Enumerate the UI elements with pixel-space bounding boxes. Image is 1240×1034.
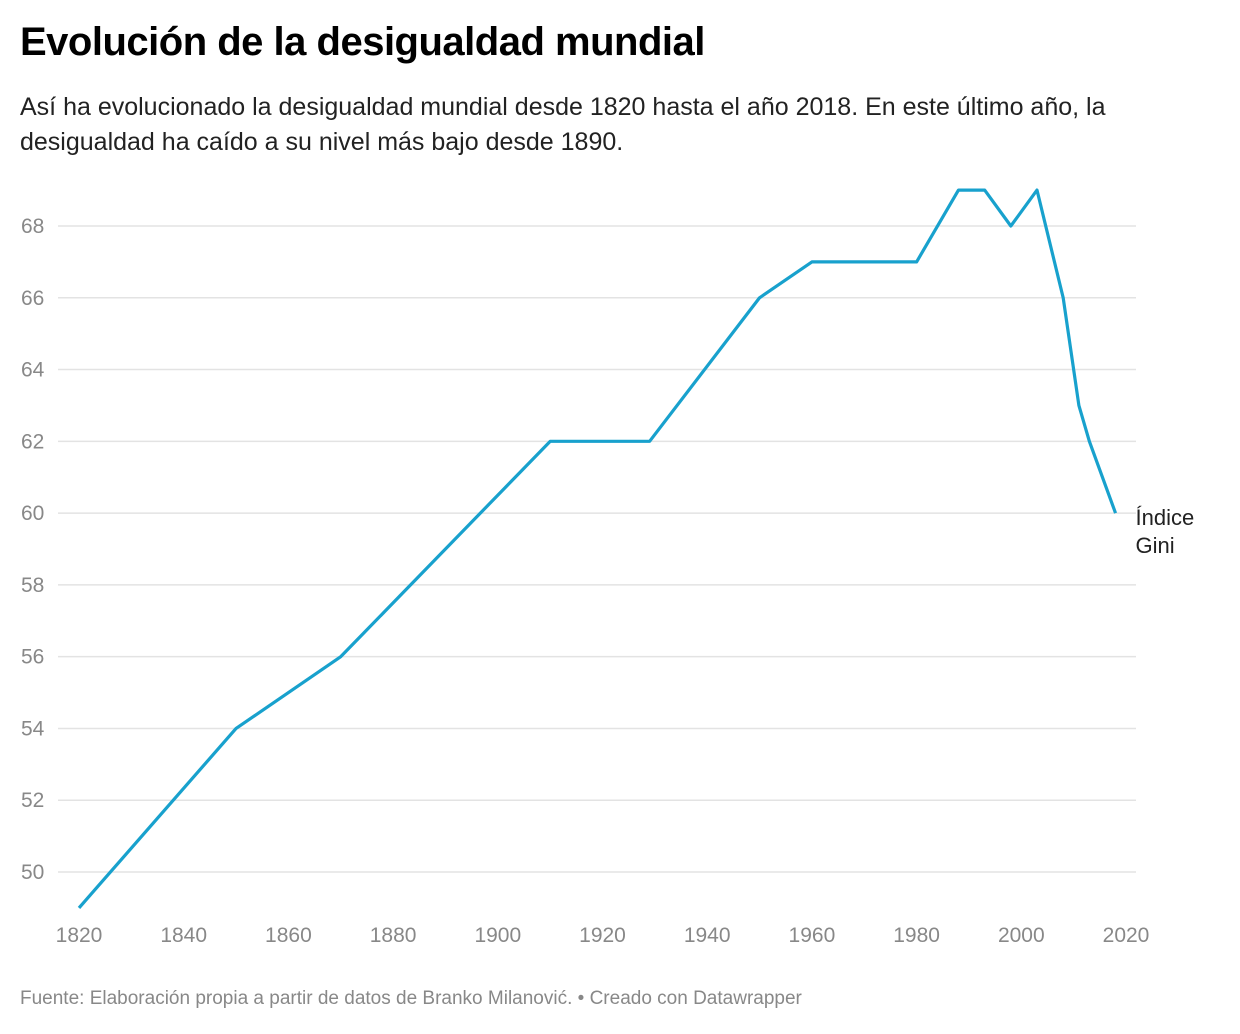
x-tick-label: 1880 xyxy=(370,924,417,947)
x-tick-label: 1860 xyxy=(265,924,312,947)
series-label: Índice Gini xyxy=(1136,505,1195,558)
x-tick-label: 1820 xyxy=(56,924,103,947)
y-tick-label: 62 xyxy=(21,430,44,453)
x-tick-label: 1840 xyxy=(160,924,207,947)
x-tick-label: 2020 xyxy=(1103,924,1150,947)
chart-title: Evolución de la desigualdad mundial xyxy=(20,20,705,64)
x-tick-label: 1920 xyxy=(579,924,626,947)
y-tick-label: 68 xyxy=(21,215,44,238)
y-tick-label: 60 xyxy=(21,502,44,525)
x-tick-label: 1980 xyxy=(893,924,940,947)
y-tick-label: 56 xyxy=(21,646,44,669)
line-chart: 50 52 54 56 58 60 62 64 66 68 1820 1840 1860 1880 1900… xyxy=(21,188,1195,947)
y-tick-label: 54 xyxy=(21,717,45,740)
x-tick-label: 2000 xyxy=(998,924,1045,947)
y-tick-label: 64 xyxy=(21,359,45,382)
chart-subtitle: Así ha evolucionado la desigualdad mundi… xyxy=(20,93,1106,156)
y-tick-label: 52 xyxy=(21,789,44,812)
y-tick-label: 58 xyxy=(21,574,44,597)
source-note: Fuente: Elaboración propia a partir de d… xyxy=(20,988,802,1009)
x-tick-label: 1900 xyxy=(474,924,521,947)
series-line-indice-gini xyxy=(77,188,1118,909)
y-tick-label: 66 xyxy=(21,287,44,310)
x-tick-label: 1960 xyxy=(789,924,836,947)
y-tick-label: 50 xyxy=(21,861,44,884)
x-tick-label: 1940 xyxy=(684,924,731,947)
